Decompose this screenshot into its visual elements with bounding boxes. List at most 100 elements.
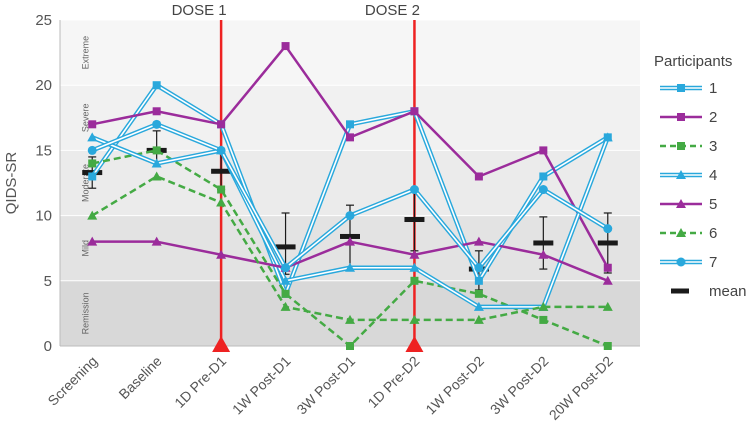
series-point (603, 263, 612, 272)
band-1 (60, 280, 640, 346)
legend-marker (677, 113, 685, 121)
legend-item: 3 (660, 138, 717, 155)
band-label: Moderate (80, 164, 90, 202)
legend-label: 7 (709, 254, 717, 271)
band-label: Mild (80, 240, 90, 257)
series-point (473, 314, 484, 324)
y-tick-label: 5 (44, 273, 52, 290)
series-point (474, 276, 483, 285)
series-point (345, 314, 355, 324)
series-point (409, 262, 420, 272)
x-tick-label: 20W Post-D2 (546, 353, 616, 423)
legend-label: 3 (709, 138, 717, 155)
series-point (87, 236, 98, 246)
participant-series (87, 42, 613, 350)
series-point (151, 236, 162, 246)
series-point (151, 158, 162, 168)
legend-item: 4 (660, 167, 717, 184)
dose-label: DOSE 2 (365, 2, 420, 19)
series-point (280, 275, 291, 285)
series-point (152, 146, 161, 155)
x-tick-label: Screening (44, 353, 100, 409)
series-point (216, 197, 227, 207)
band-label: Remission (80, 292, 90, 334)
series-point (281, 289, 290, 298)
x-tick-label: 1W Post-D2 (422, 353, 487, 418)
series-point (216, 249, 227, 259)
series-point (346, 133, 354, 142)
series-point (409, 314, 420, 324)
series-point (538, 185, 548, 195)
series-point (216, 145, 226, 155)
series-point (346, 120, 354, 129)
series-point (538, 301, 549, 311)
band-5 (60, 20, 640, 86)
series-point (409, 249, 420, 259)
dose-triangle (212, 336, 231, 352)
legend-marker (677, 84, 685, 92)
x-axis: Screening Baseline 1D Pre-D1 1W Post-D1 3W P… (44, 345, 640, 423)
y-tick-label: 10 (35, 208, 52, 225)
x-tick-label: 1D Pre-D1 (171, 353, 229, 411)
series-point (539, 315, 548, 324)
series-point (217, 120, 226, 129)
series-point (603, 224, 613, 234)
series-point (473, 236, 484, 246)
y-tick-label: 25 (35, 12, 52, 29)
legend-item: 7 (660, 254, 717, 271)
series-point (217, 185, 226, 194)
series-point (87, 210, 98, 220)
legend-marker (677, 142, 685, 150)
y-axis: 0 5 10 15 20 25 QIDS-SR (3, 12, 61, 355)
series-point (280, 301, 291, 311)
series-point (474, 289, 483, 298)
series-6 (87, 171, 613, 324)
legend-label: 2 (709, 109, 717, 126)
series-point (410, 276, 419, 285)
series-point (88, 159, 97, 168)
series-point (281, 42, 290, 51)
x-tick-label: Baseline (116, 353, 165, 402)
mean-marker (211, 168, 232, 174)
series-7 (87, 119, 613, 273)
series-point (603, 342, 612, 350)
series-point (87, 132, 98, 142)
series-point (602, 301, 613, 311)
y-tick-label: 15 (35, 142, 52, 159)
legend-marker (676, 257, 686, 267)
y-axis-title: QIDS-SR (3, 152, 20, 215)
series-point (152, 107, 161, 116)
series-point (345, 211, 355, 221)
legend-label: 1 (709, 80, 717, 97)
series-point (539, 172, 548, 181)
series-point (474, 172, 483, 181)
series-point (88, 172, 97, 181)
dose-markers: DOSE 1 DOSE 2 (172, 2, 424, 352)
series-point (410, 107, 419, 116)
x-tick-label: 1W Post-D1 (229, 353, 294, 418)
series-point (473, 301, 484, 311)
legend-item: 5 (660, 196, 717, 213)
legend-label: 4 (709, 167, 717, 184)
mean-marker (597, 240, 618, 246)
legend-mean-marker (671, 288, 689, 294)
series-point (602, 132, 613, 142)
series-point (87, 145, 97, 155)
series-point (152, 119, 162, 129)
legend: Participants 1 2 3 4 5 6 7 mean (654, 53, 747, 300)
band-label: Severe (80, 104, 90, 133)
series-point (474, 263, 484, 273)
band-label: Extreme (80, 36, 90, 70)
legend-title: Participants (654, 53, 732, 70)
legend-item-mean: mean (671, 283, 747, 300)
x-tick-label: 3W Post-D2 (487, 353, 552, 418)
legend-item: 2 (660, 109, 717, 126)
dose-label: DOSE 1 (172, 2, 227, 19)
legend-marker (676, 228, 686, 237)
mean-marker (533, 240, 554, 246)
series-point (409, 185, 419, 195)
series-point (539, 146, 548, 155)
y-tick-label: 0 (44, 338, 52, 355)
legend-item: 6 (660, 225, 717, 242)
legend-label: 5 (709, 196, 717, 213)
